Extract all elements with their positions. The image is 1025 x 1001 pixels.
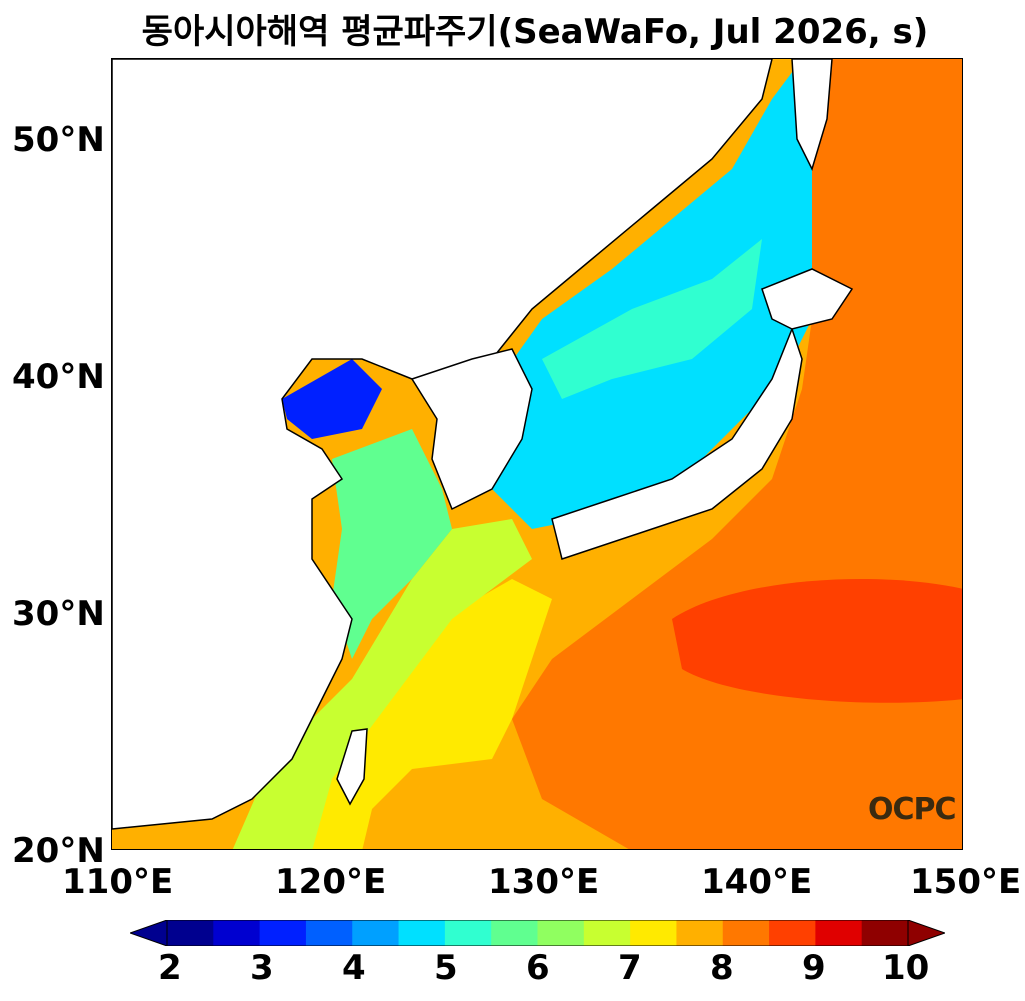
ocpc-logo: OCPC	[868, 792, 957, 827]
colorbar-border	[166, 920, 909, 946]
pacific-high-period-zone	[672, 579, 962, 703]
taiwan	[336, 728, 368, 806]
east-sea-teal-zone	[542, 239, 762, 399]
east-sea-zone	[492, 59, 812, 529]
lon-label-150e: 150°E	[910, 862, 1022, 902]
honshu	[551, 326, 803, 560]
colorbar-label-6: 6	[526, 948, 550, 988]
lon-label-140e: 140°E	[701, 862, 813, 902]
colorbar-swatch	[352, 920, 400, 946]
colorbar-swatch	[815, 920, 863, 946]
colorbar-label-4: 4	[342, 948, 366, 988]
yellow-sea-zone	[332, 429, 452, 659]
east-china-sea-zone	[232, 519, 532, 849]
lat-label-40n: 40°N	[12, 357, 105, 397]
hokkaido	[761, 268, 854, 330]
colorbar-swatch	[583, 920, 631, 946]
lon-label-130e: 130°E	[488, 862, 600, 902]
colorbar-label-9: 9	[802, 948, 826, 988]
lon-label-110e: 110°E	[62, 862, 174, 902]
colorbar-swatch	[167, 920, 214, 946]
wave-period-field	[112, 59, 962, 849]
colorbar	[130, 920, 945, 946]
colorbar-swatch	[444, 920, 492, 946]
colorbar-label-3: 3	[250, 948, 274, 988]
colorbar-over-triangle	[907, 920, 945, 946]
colorbar-swatch	[630, 920, 677, 946]
colorbar-label-10: 10	[882, 948, 930, 988]
yellow-zone	[312, 579, 552, 849]
colorbar-label-5: 5	[434, 948, 458, 988]
wave-period-map	[111, 58, 963, 850]
colorbar-swatch	[305, 920, 353, 946]
colorbar-label-8: 8	[710, 948, 734, 988]
colorbar-swatch	[491, 920, 538, 946]
bohai-zone	[282, 359, 382, 439]
lat-label-30n: 30°N	[12, 594, 105, 634]
asian-mainland	[112, 59, 773, 830]
lat-label-20n: 20°N	[12, 831, 105, 871]
colorbar-swatch	[259, 920, 307, 946]
map-title: 동아시아해역 평균파주기(SeaWaFo, Jul 2026, s)	[141, 12, 929, 52]
korean-peninsula	[410, 348, 533, 511]
colorbar-swatch	[398, 920, 446, 946]
colorbar-swatch	[537, 920, 585, 946]
colorbar-swatch	[213, 920, 261, 946]
lat-label-50n: 50°N	[12, 120, 105, 160]
colorbar-under-triangle	[130, 920, 168, 946]
colorbar-label-7: 7	[618, 948, 642, 988]
lon-label-120e: 120°E	[275, 862, 387, 902]
colorbar-swatch	[676, 920, 724, 946]
colorbar-swatch	[769, 920, 816, 946]
sakhalin	[791, 59, 833, 172]
colorbar-label-2: 2	[158, 948, 182, 988]
colorbar-swatch	[861, 920, 909, 946]
colorbar-swatch	[722, 920, 770, 946]
